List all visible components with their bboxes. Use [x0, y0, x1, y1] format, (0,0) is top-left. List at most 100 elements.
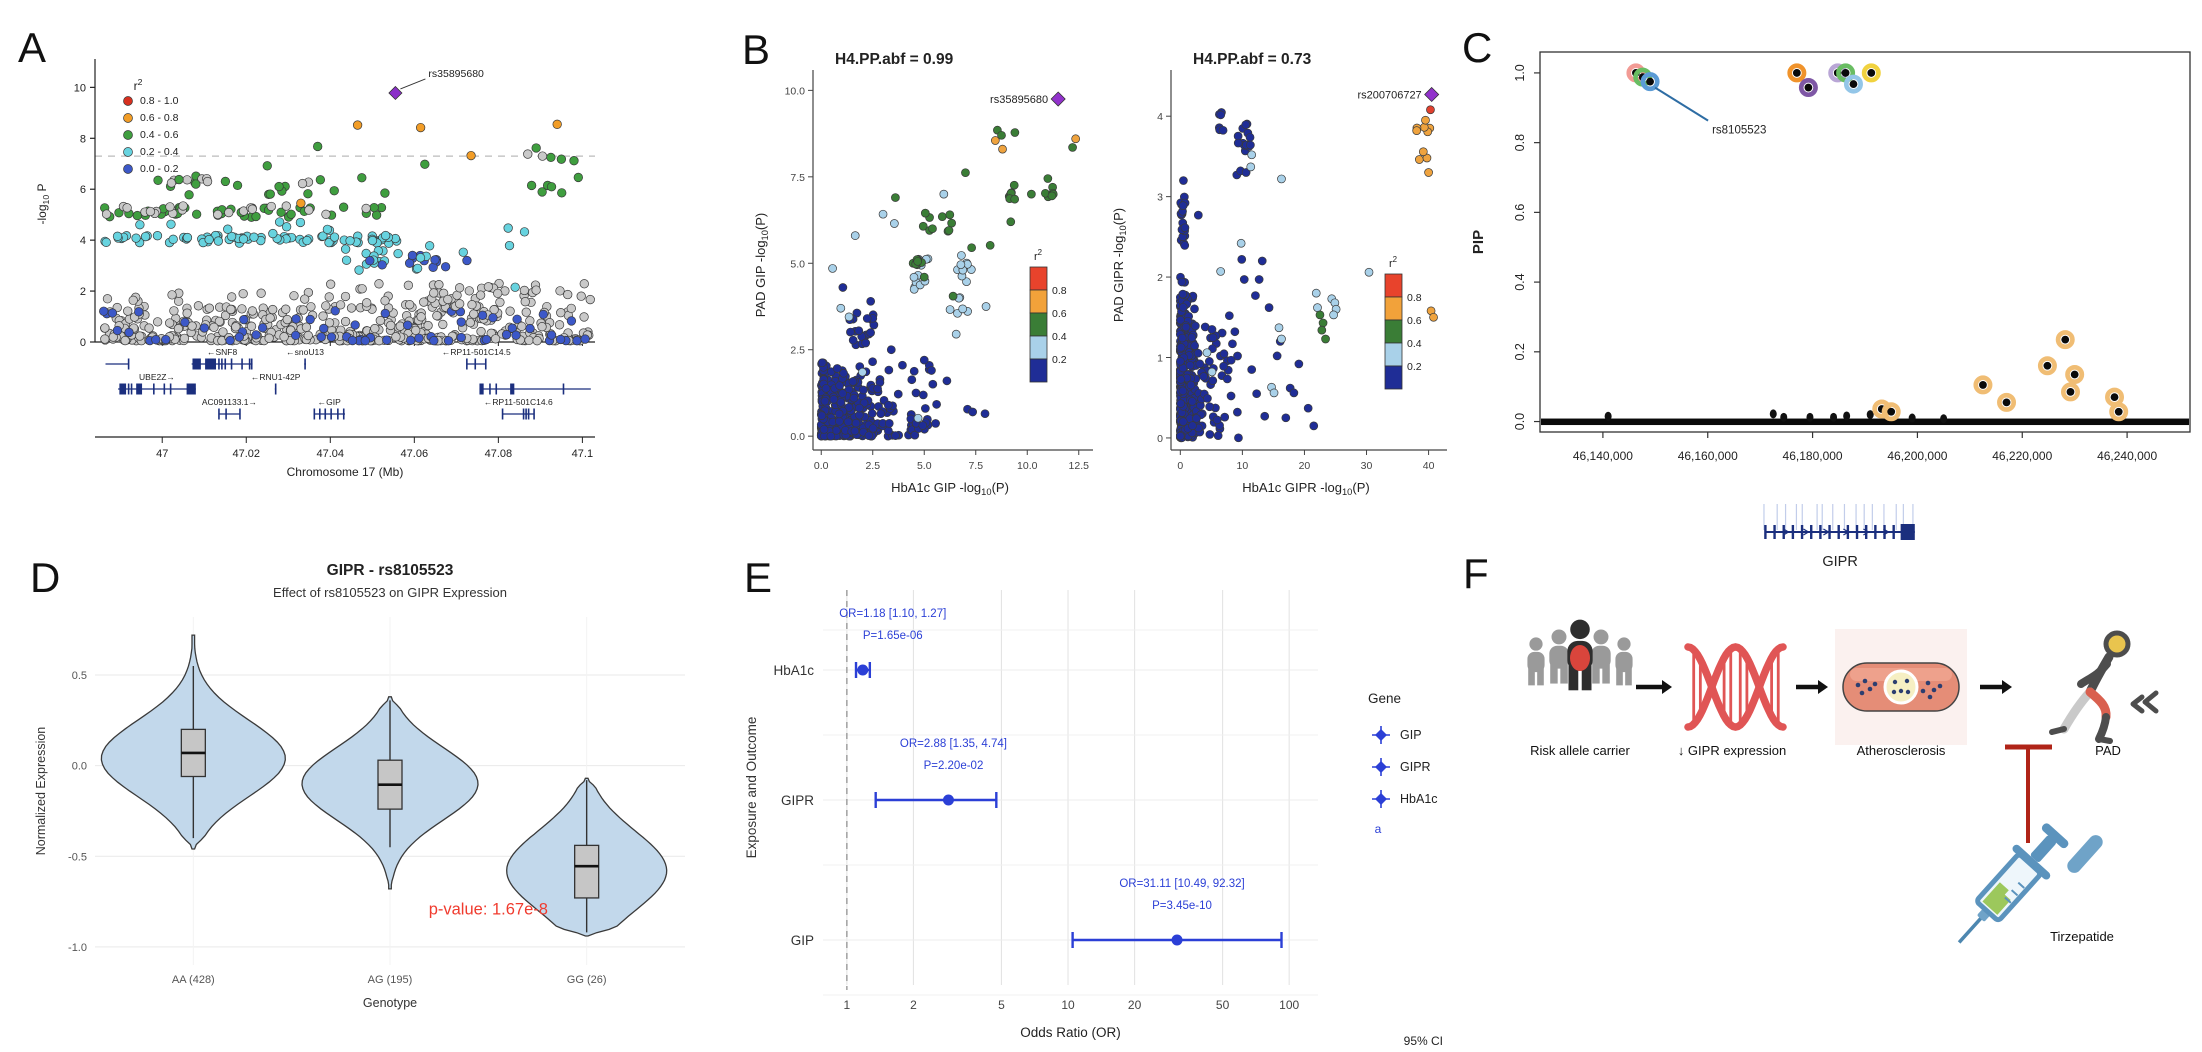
data-point [532, 336, 542, 346]
credible-set-point [2105, 387, 2125, 407]
panel-d-violin-plot: 0.5 0.0 -0.5 -1.0 GIPR - rs8105523 Effect of … [34, 562, 685, 1010]
data-point [555, 286, 565, 296]
legend-tick-label: 0.8 [1052, 285, 1067, 297]
data-point [867, 409, 877, 418]
data-point [341, 255, 352, 265]
data-point [225, 335, 235, 346]
data-point [1193, 210, 1203, 220]
data-point [329, 232, 340, 242]
data-point [134, 307, 144, 317]
data-point [1190, 321, 1200, 331]
data-point [1866, 410, 1874, 420]
data-point [380, 188, 390, 198]
data-point [537, 151, 548, 161]
data-point [247, 204, 257, 214]
data-point [140, 231, 151, 242]
data-point [286, 209, 296, 219]
x-tick-label: 46,240,000 [2097, 449, 2157, 463]
data-point [937, 212, 947, 221]
legend-tick-label: 0.4 [1052, 331, 1067, 343]
data-point [465, 317, 475, 328]
data-point [295, 217, 306, 228]
data-point [124, 327, 134, 338]
data-point [318, 311, 328, 321]
data-point [477, 310, 488, 320]
data-point [220, 176, 231, 187]
data-point [1177, 277, 1187, 287]
panel-a-locuszoom-plot: 0 2 4 6 8 10 -log10 P rs35895680 r2 0.8 - 1.0 0.6 … [35, 59, 595, 479]
data-point [968, 407, 978, 417]
legend-entry-label: 0.2 - 0.4 [140, 146, 179, 158]
panel-label-c: C [1462, 24, 1493, 71]
data-point [848, 335, 858, 345]
pip-baseline [1541, 418, 2189, 426]
data-point [838, 283, 848, 292]
data-point [1241, 120, 1251, 130]
data-point [152, 317, 163, 327]
data-point [893, 389, 903, 399]
data-point [420, 159, 430, 169]
data-point [1176, 399, 1186, 408]
data-point [519, 227, 530, 237]
data-point [282, 314, 292, 325]
y-tick-label: 1 [1157, 353, 1163, 365]
data-point [569, 156, 579, 166]
data-point [1010, 128, 1020, 137]
data-point [573, 172, 583, 183]
data-point [475, 290, 486, 300]
data-point [407, 250, 418, 261]
data-point [844, 312, 854, 322]
data-point [998, 144, 1007, 154]
data-point [214, 316, 225, 326]
data-point [1177, 333, 1187, 343]
data-point [493, 288, 503, 299]
forest-row [854, 662, 872, 678]
data-point [523, 149, 533, 159]
gene-legend: Gene GIP GIPR HbA1c a [1368, 691, 1438, 836]
data-point [918, 221, 928, 231]
data-point [135, 220, 145, 230]
data-point [316, 332, 326, 342]
data-point [1179, 176, 1188, 185]
data-point [362, 298, 372, 308]
data-point [909, 284, 919, 294]
gene-label: ←RP11-501C14.5 [442, 347, 511, 357]
data-point [873, 384, 882, 394]
data-point [1274, 323, 1284, 333]
legend-tick-label: 0.6 [1407, 315, 1422, 327]
data-point [340, 316, 351, 327]
data-point [884, 426, 893, 436]
data-point [884, 365, 894, 375]
data-point [100, 323, 110, 333]
legend-tick-label: 0.4 [1407, 338, 1422, 350]
data-point [193, 301, 204, 311]
data-point [1329, 310, 1338, 320]
data-point [209, 322, 219, 332]
gene-utr-box [1900, 524, 1915, 540]
legend-title: r2 [1034, 248, 1042, 263]
step-label: ↓ GIPR expression [1678, 743, 1786, 758]
data-point [538, 309, 548, 320]
data-point [1178, 302, 1188, 312]
data-point [370, 323, 380, 334]
data-point [1006, 217, 1016, 227]
legend-tick-label: 0.2 [1407, 361, 1422, 373]
data-point [866, 296, 876, 306]
data-point [145, 206, 156, 217]
x-tick-label: 20 [1299, 460, 1311, 472]
data-point [524, 335, 534, 346]
data-point [302, 235, 312, 246]
data-point [1246, 162, 1256, 172]
y-tick-label: 6 [80, 184, 86, 196]
data-point [850, 426, 860, 436]
data-point [102, 294, 113, 304]
flow-arrow-icon [1818, 680, 1828, 694]
data-point [554, 320, 565, 330]
data-point [1176, 375, 1186, 384]
lead-snp-label: rs35895680 [990, 94, 1048, 106]
data-point [135, 331, 145, 341]
data-point [340, 291, 351, 302]
annotation-callout-line [1654, 86, 1709, 122]
data-point [403, 280, 414, 290]
data-point [579, 279, 589, 289]
